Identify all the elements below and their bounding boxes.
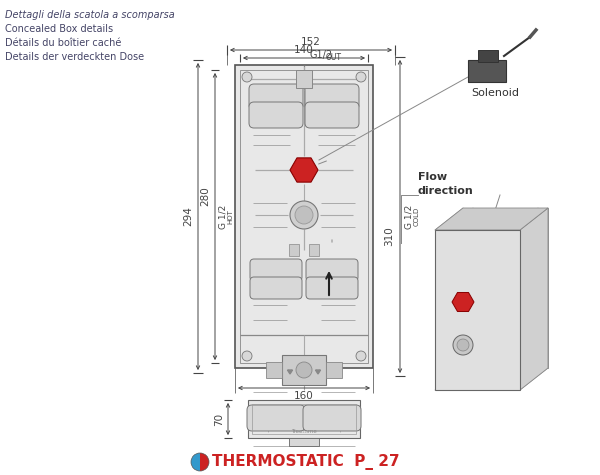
Circle shape [457, 339, 469, 351]
Bar [252, 404, 356, 434]
Text: Détails du boîtier caché: Détails du boîtier caché [5, 38, 121, 48]
Text: 160: 160 [294, 391, 314, 401]
Polygon shape [463, 208, 548, 368]
Text: G 1/2: G 1/2 [218, 204, 227, 228]
FancyBboxPatch shape [305, 84, 359, 110]
Circle shape [290, 201, 318, 229]
Bar [296, 70, 312, 88]
Polygon shape [520, 208, 548, 390]
Bar [478, 50, 498, 62]
Text: G 1/2: G 1/2 [405, 204, 414, 228]
FancyBboxPatch shape [250, 259, 302, 281]
Circle shape [242, 351, 252, 361]
FancyBboxPatch shape [250, 277, 302, 299]
Bar [235, 65, 373, 368]
Text: G1/2: G1/2 [309, 50, 332, 60]
Circle shape [356, 351, 366, 361]
Text: Flow: Flow [418, 172, 447, 182]
Text: Details der verdeckten Dose: Details der verdeckten Dose [5, 52, 144, 62]
Text: 140: 140 [294, 45, 314, 55]
Bar [248, 400, 360, 438]
Circle shape [453, 335, 473, 355]
FancyBboxPatch shape [306, 259, 358, 281]
FancyBboxPatch shape [249, 102, 303, 128]
Bar [309, 244, 319, 256]
Bar [289, 244, 299, 256]
FancyBboxPatch shape [305, 102, 359, 128]
FancyArrow shape [316, 370, 320, 374]
Circle shape [296, 362, 312, 378]
Text: direction: direction [418, 186, 474, 196]
Bar [435, 230, 520, 390]
Circle shape [356, 72, 366, 82]
FancyArrow shape [287, 370, 293, 374]
Text: 310: 310 [384, 227, 394, 247]
Bar [282, 355, 326, 385]
Bar [266, 362, 282, 378]
Text: Solenoid: Solenoid [471, 88, 519, 98]
Wedge shape [200, 453, 209, 471]
Circle shape [242, 72, 252, 82]
Wedge shape [191, 453, 200, 471]
Text: HOT: HOT [227, 209, 233, 224]
Polygon shape [435, 208, 548, 230]
Bar [289, 438, 319, 446]
Bar [326, 362, 342, 378]
Text: 280: 280 [200, 187, 210, 206]
Text: THERMOSTATIC  P_ 27: THERMOSTATIC P_ 27 [212, 454, 400, 470]
Text: 70: 70 [214, 412, 224, 426]
Text: Dettagli della scatola a scomparsa: Dettagli della scatola a scomparsa [5, 10, 175, 20]
Text: COLD: COLD [414, 207, 420, 226]
Bar [240, 70, 368, 363]
Bar [468, 60, 506, 82]
Text: 152: 152 [301, 37, 321, 47]
Circle shape [295, 206, 313, 224]
FancyBboxPatch shape [303, 405, 361, 431]
FancyBboxPatch shape [249, 84, 303, 110]
FancyBboxPatch shape [247, 405, 305, 431]
FancyBboxPatch shape [306, 277, 358, 299]
Text: Concealed Box details: Concealed Box details [5, 24, 113, 34]
Text: Treemme: Treemme [291, 429, 317, 434]
Text: OUT: OUT [326, 53, 342, 62]
Text: 294: 294 [183, 207, 193, 227]
